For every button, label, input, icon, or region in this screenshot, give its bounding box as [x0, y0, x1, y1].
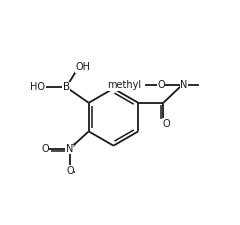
- Text: ·: ·: [72, 166, 76, 180]
- Text: HO: HO: [30, 82, 45, 92]
- Text: O: O: [157, 81, 165, 90]
- Text: OH: OH: [75, 62, 90, 72]
- Text: O: O: [41, 144, 49, 154]
- Text: methyl: methyl: [107, 81, 141, 90]
- Text: O: O: [67, 166, 74, 176]
- Text: +: +: [71, 142, 76, 148]
- Text: N: N: [66, 144, 73, 154]
- Text: N: N: [180, 81, 187, 90]
- Text: B: B: [63, 82, 70, 92]
- Text: O: O: [163, 119, 170, 128]
